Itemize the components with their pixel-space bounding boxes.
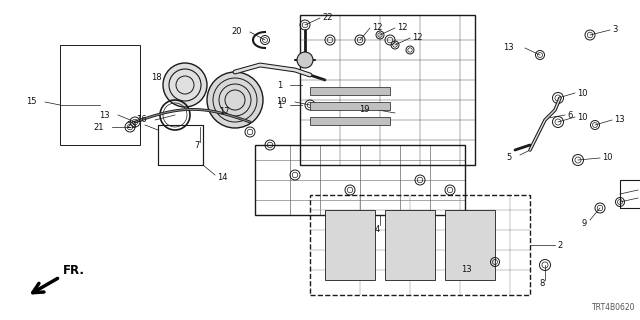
Bar — [325, 210, 375, 280]
Text: 4: 4 — [374, 226, 380, 235]
Text: 20: 20 — [232, 28, 242, 36]
Text: 21: 21 — [93, 123, 104, 132]
Text: 13: 13 — [504, 44, 514, 52]
Text: 12: 12 — [372, 23, 383, 33]
Bar — [310, 195, 530, 295]
Text: FR.: FR. — [63, 264, 85, 277]
Text: 10: 10 — [602, 154, 612, 163]
Bar — [310, 102, 390, 110]
Text: 23: 23 — [126, 121, 137, 130]
Circle shape — [297, 52, 313, 68]
Bar — [300, 15, 475, 165]
Bar — [158, 125, 203, 165]
Text: 1: 1 — [276, 81, 282, 90]
Text: 14: 14 — [217, 172, 227, 181]
Bar — [620, 180, 640, 208]
Text: 15: 15 — [26, 98, 37, 107]
Text: 6: 6 — [567, 110, 572, 119]
Text: 5: 5 — [507, 153, 512, 162]
Text: 19: 19 — [276, 98, 287, 107]
Text: 12: 12 — [412, 34, 422, 43]
Text: 12: 12 — [397, 23, 408, 33]
Text: 22: 22 — [322, 13, 333, 22]
Bar — [310, 117, 390, 125]
Text: 1: 1 — [276, 100, 282, 109]
Text: 2: 2 — [557, 241, 563, 250]
Text: 3: 3 — [612, 26, 618, 35]
Bar — [310, 87, 390, 95]
Text: 17: 17 — [220, 108, 230, 116]
Text: TRT4B0620: TRT4B0620 — [591, 303, 635, 312]
Text: 13: 13 — [614, 116, 625, 124]
Bar — [445, 210, 495, 280]
Text: 19: 19 — [360, 106, 370, 115]
Text: 7: 7 — [195, 141, 200, 150]
Text: 10: 10 — [577, 113, 588, 122]
Circle shape — [163, 63, 207, 107]
Text: 13: 13 — [461, 266, 472, 275]
Text: 16: 16 — [136, 116, 147, 124]
Text: 9: 9 — [582, 219, 587, 228]
Text: 10: 10 — [577, 89, 588, 98]
Bar — [60, 45, 140, 145]
Text: 8: 8 — [540, 279, 545, 289]
Text: 18: 18 — [152, 74, 162, 83]
Bar — [255, 145, 465, 215]
Text: 13: 13 — [99, 110, 110, 119]
Circle shape — [207, 72, 263, 128]
Bar — [385, 210, 435, 280]
